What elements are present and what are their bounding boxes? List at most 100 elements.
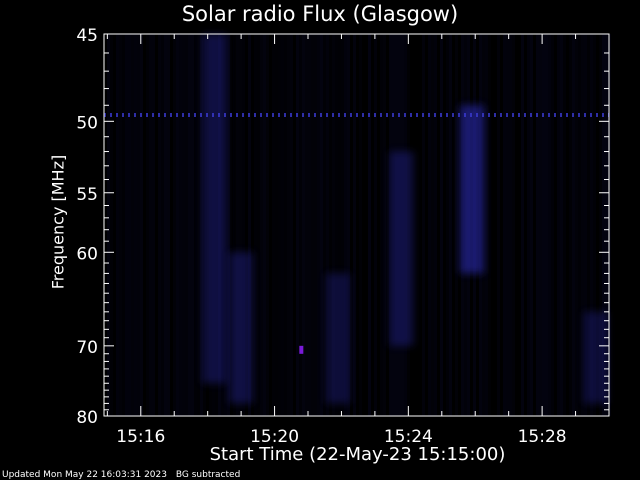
noise-streak bbox=[593, 34, 596, 416]
noise-streak bbox=[368, 34, 371, 416]
noise-streak bbox=[569, 34, 572, 416]
noise-streak bbox=[434, 34, 437, 416]
noise-streak bbox=[152, 34, 155, 416]
noise-streak bbox=[383, 34, 386, 416]
noise-streak bbox=[380, 34, 383, 416]
noise-streak bbox=[551, 34, 554, 416]
noise-streak bbox=[326, 34, 329, 416]
noise-streak bbox=[602, 34, 605, 416]
noise-streak bbox=[248, 34, 251, 416]
noise-streak bbox=[146, 34, 149, 416]
noise-streak bbox=[332, 34, 335, 416]
ticks: 45 50 55 60 70 80 15:16 15:20 15:24 15:28 bbox=[76, 26, 610, 447]
noise-streak bbox=[194, 34, 197, 416]
x-tick-label: 15:16 bbox=[116, 427, 165, 447]
noise-streak bbox=[536, 34, 539, 416]
noise-streak bbox=[575, 34, 578, 416]
noise-streak bbox=[509, 34, 512, 416]
noise-streak bbox=[281, 34, 284, 416]
noise-streak bbox=[149, 34, 152, 416]
heatmap-layer bbox=[104, 34, 611, 416]
axes bbox=[103, 33, 610, 417]
noise-streak bbox=[353, 34, 356, 416]
noise-streak bbox=[503, 34, 506, 416]
noise-streak bbox=[299, 34, 302, 416]
noise-streak bbox=[320, 34, 323, 416]
noise-streak bbox=[131, 34, 134, 416]
noise-streak bbox=[506, 34, 509, 416]
noise-streak bbox=[317, 34, 320, 416]
noise-streak bbox=[191, 34, 194, 416]
noise-streak bbox=[341, 34, 344, 416]
noise-streak bbox=[446, 34, 449, 416]
noise-streak bbox=[116, 34, 119, 416]
emission-burst-2 bbox=[229, 252, 254, 404]
noise-streak bbox=[260, 34, 263, 416]
emission-burst-1 bbox=[202, 34, 227, 384]
noise-streak bbox=[158, 34, 161, 416]
noise-streak bbox=[488, 34, 491, 416]
noise-streak bbox=[134, 34, 137, 416]
noise-streak bbox=[587, 34, 590, 416]
noise-streak bbox=[323, 34, 326, 416]
noise-streak bbox=[287, 34, 290, 416]
noise-streak bbox=[449, 34, 452, 416]
noise-streak bbox=[236, 34, 239, 416]
noise-streak bbox=[173, 34, 176, 416]
noise-streak bbox=[161, 34, 164, 416]
noise-streak bbox=[197, 34, 200, 416]
noise-streak bbox=[242, 34, 245, 416]
noise-streak bbox=[311, 34, 314, 416]
noise-streak bbox=[182, 34, 185, 416]
noise-streak bbox=[563, 34, 566, 416]
noise-streak bbox=[527, 34, 530, 416]
noise-streak bbox=[344, 34, 347, 416]
noise-streak bbox=[521, 34, 524, 416]
noise-streak bbox=[560, 34, 563, 416]
noise-streak bbox=[485, 34, 488, 416]
emission-burst-5 bbox=[459, 105, 484, 274]
noise-streak bbox=[572, 34, 575, 416]
noise-streak bbox=[545, 34, 548, 416]
noise-streak bbox=[137, 34, 140, 416]
emission-burst-3 bbox=[326, 273, 351, 404]
noise-streak bbox=[227, 34, 230, 416]
noise-streak bbox=[200, 34, 203, 416]
noise-streak bbox=[263, 34, 266, 416]
noise-streak bbox=[164, 34, 167, 416]
noise-streak bbox=[272, 34, 275, 416]
noise-streak bbox=[125, 34, 128, 416]
x-tick-label: 15:20 bbox=[250, 427, 299, 447]
noise-streak bbox=[275, 34, 278, 416]
noise-streak bbox=[548, 34, 551, 416]
hotspot-mark bbox=[299, 345, 304, 354]
noise-streak bbox=[290, 34, 293, 416]
background-note: BG subtracted bbox=[175, 470, 241, 480]
noise-streak bbox=[185, 34, 188, 416]
noise-streak bbox=[119, 34, 122, 416]
emission-burst-4 bbox=[389, 151, 414, 346]
noise-streak bbox=[305, 34, 308, 416]
x-tick-label: 15:24 bbox=[384, 427, 433, 447]
noise-streak bbox=[512, 34, 515, 416]
y-tick-label: 80 bbox=[76, 408, 98, 428]
noise-streak bbox=[302, 34, 305, 416]
noise-streak bbox=[257, 34, 260, 416]
y-tick-label: 60 bbox=[76, 244, 98, 264]
noise-streak bbox=[308, 34, 311, 416]
noise-streak bbox=[188, 34, 191, 416]
noise-streak bbox=[140, 34, 143, 416]
noise-streak bbox=[128, 34, 131, 416]
y-axis-label: Frequency [MHz] bbox=[48, 154, 68, 290]
noise-streak bbox=[497, 34, 500, 416]
x-tick-label: 15:28 bbox=[518, 427, 567, 447]
noise-streak bbox=[314, 34, 317, 416]
noise-streak bbox=[578, 34, 581, 416]
noise-streak bbox=[239, 34, 242, 416]
noise-streak bbox=[584, 34, 587, 416]
noise-streak bbox=[581, 34, 584, 416]
y-tick-label: 70 bbox=[76, 338, 98, 358]
chart-title: Solar radio Flux (Glasgow) bbox=[181, 2, 459, 26]
noise-streak bbox=[605, 34, 608, 416]
